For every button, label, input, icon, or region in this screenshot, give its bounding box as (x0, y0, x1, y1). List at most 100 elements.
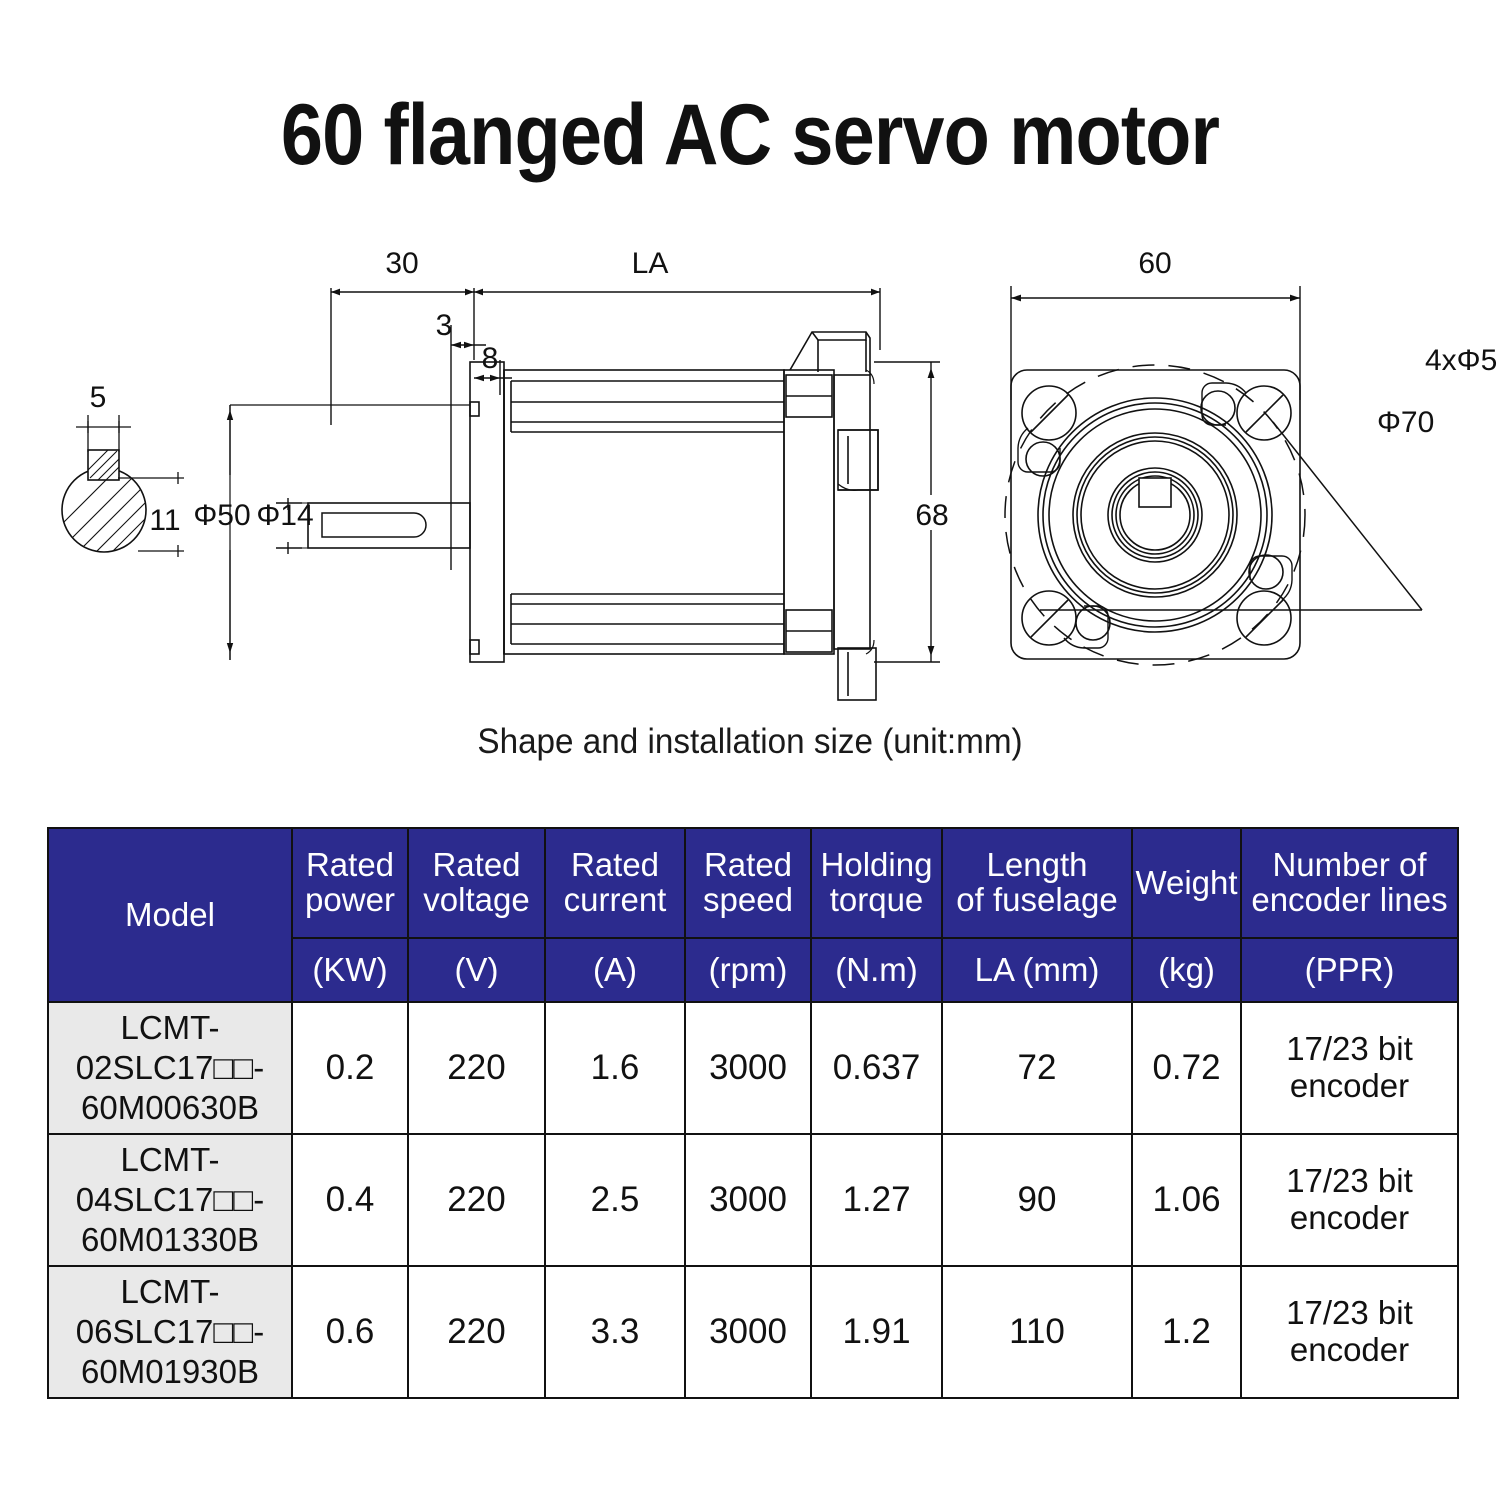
table-row: LCMT- 04SLC17□□- 60M01330B 0.4 220 2.5 3… (47, 1133, 1459, 1267)
leader-4x-phi55 (1040, 421, 1423, 611)
header-holding-torque: Holding torque (810, 827, 943, 939)
unit-weight: (kg) (1131, 937, 1242, 1003)
cell-weight: 1.06 (1131, 1133, 1242, 1267)
header-rated-voltage-line1: Rated (432, 846, 521, 884)
header-holding-torque-line2: torque (829, 881, 924, 918)
encoder-line1: 17/23 bit (1286, 1294, 1413, 1332)
model-line1: LCMT- (120, 1140, 220, 1178)
motor-side-view (307, 331, 879, 701)
unit-rated-voltage: (V) (407, 937, 546, 1003)
header-encoder-lines: Number of encoder lines (1240, 827, 1459, 939)
label-dim-phi70: Φ70 (1377, 406, 1434, 439)
label-dim-phi14: Φ14 (256, 499, 313, 532)
label-dim-68: 68 (915, 499, 948, 532)
drawing-caption: Shape and installation size (unit:mm) (477, 722, 1023, 761)
bolt-circle-phi70 (1004, 364, 1306, 666)
unit-rated-power: (KW) (291, 937, 409, 1003)
header-encoder-line1: Number of (1272, 846, 1427, 884)
header-rated-power-line2: power (305, 881, 395, 918)
unit-encoder-lines: (PPR) (1240, 937, 1459, 1003)
shaft-keyway (1138, 477, 1172, 508)
model-line3: 60M01330B (81, 1221, 259, 1259)
dimension-3 (450, 325, 486, 570)
table-row: LCMT- 02SLC17□□- 60M00630B 0.2 220 1.6 3… (47, 1001, 1459, 1135)
header-rated-voltage-line2: voltage (423, 881, 530, 918)
model-line1: LCMT- (120, 1008, 220, 1046)
shaft-key-section (61, 415, 184, 557)
spec-table-container: Model Rated power Rated voltage Rated cu… (47, 827, 1459, 1399)
header-row-units: (KW) (V) (A) (rpm) (N.m) LA (mm) (kg) (P… (48, 937, 1459, 1003)
dimension-68 (874, 361, 940, 663)
model-line2: 04SLC17□□- (75, 1180, 265, 1218)
encoder-line2: encoder (1289, 1067, 1410, 1104)
page-title: 60 flanged AC servo motor (280, 87, 1220, 183)
table-row: LCMT- 06SLC17□□- 60M01930B 0.6 220 3.3 3… (47, 1265, 1459, 1399)
cell-rated-voltage: 220 (407, 1265, 546, 1399)
label-dim-phi50: Φ50 (193, 499, 250, 532)
technical-drawing: 30 LA 3 8 5 11 Φ50 Φ14 68 60 4xΦ5.5 Φ70 (0, 210, 1500, 720)
header-rated-speed-line2: speed (703, 881, 793, 918)
model-line1: LCMT- (120, 1272, 220, 1310)
unit-holding-torque: (N.m) (810, 937, 943, 1003)
cell-holding-torque: 1.27 (810, 1133, 943, 1267)
cell-rated-speed: 3000 (684, 1001, 812, 1135)
model-line3: 60M01930B (81, 1353, 259, 1391)
cell-holding-torque: 1.91 (810, 1265, 943, 1399)
header-rated-power-line1: Rated (305, 846, 395, 884)
header-rated-current-line1: Rated (570, 846, 660, 884)
cell-encoder-lines: 17/23 bit encoder (1240, 1265, 1459, 1399)
dimension-8 (474, 360, 512, 395)
label-dim-30: 30 (385, 247, 418, 280)
header-length-line2: of fuselage (956, 881, 1118, 918)
header-length-line1: Length (986, 846, 1088, 884)
encoder-line2: encoder (1289, 1199, 1410, 1236)
model-line2: 02SLC17□□- (75, 1048, 265, 1086)
mounting-holes (1017, 382, 1293, 649)
cell-rated-power: 0.6 (291, 1265, 409, 1399)
cell-encoder-lines: 17/23 bit encoder (1240, 1001, 1459, 1135)
dimension-30 (330, 288, 475, 425)
cell-model: LCMT- 06SLC17□□- 60M01930B (47, 1265, 293, 1399)
flange-square (1010, 369, 1301, 660)
header-rated-speed: Rated speed (684, 827, 812, 939)
cell-rated-current: 2.5 (544, 1133, 686, 1267)
spec-table: Model Rated power Rated voltage Rated cu… (47, 827, 1459, 1399)
cell-holding-torque: 0.637 (810, 1001, 943, 1135)
cell-rated-current: 3.3 (544, 1265, 686, 1399)
cell-length-of-fuselage: 90 (941, 1133, 1133, 1267)
cell-rated-current: 1.6 (544, 1001, 686, 1135)
header-row-names: Model Rated power Rated voltage Rated cu… (47, 827, 1459, 1003)
unit-rated-speed: (rpm) (684, 937, 812, 1003)
label-dim-4x-phi55: 4xΦ5.5 (1425, 344, 1500, 377)
cell-rated-voltage: 220 (407, 1133, 546, 1267)
header-weight: Weight (1131, 827, 1242, 939)
cell-rated-power: 0.4 (291, 1133, 409, 1267)
unit-length-of-fuselage: LA (mm) (941, 937, 1133, 1003)
encoder-line2: encoder (1289, 1331, 1410, 1368)
header-rated-power: Rated power (291, 827, 409, 939)
model-line2: 06SLC17□□- (75, 1312, 265, 1350)
label-dim-60: 60 (1138, 247, 1171, 280)
header-rated-voltage: Rated voltage (407, 827, 546, 939)
pilot-boss-circles (1037, 397, 1273, 633)
dimension-60 (1010, 286, 1301, 400)
header-weight-line1: Weight (1135, 863, 1238, 901)
label-dim-5: 5 (90, 381, 107, 414)
cell-rated-speed: 3000 (684, 1133, 812, 1267)
header-model: Model (47, 827, 293, 1003)
header-rated-current-line2: current (563, 881, 667, 918)
encoder-line1: 17/23 bit (1286, 1162, 1413, 1200)
cell-rated-speed: 3000 (684, 1265, 812, 1399)
cell-weight: 0.72 (1131, 1001, 1242, 1135)
table-header: Model Rated power Rated voltage Rated cu… (47, 827, 1459, 1003)
table-body: LCMT- 02SLC17□□- 60M00630B 0.2 220 1.6 3… (47, 1001, 1459, 1399)
cell-weight: 1.2 (1131, 1265, 1242, 1399)
header-length-of-fuselage: Length of fuselage (941, 827, 1133, 939)
unit-rated-current: (A) (544, 937, 686, 1003)
cell-rated-power: 0.2 (291, 1001, 409, 1135)
cell-encoder-lines: 17/23 bit encoder (1240, 1133, 1459, 1267)
label-dim-LA: LA (632, 247, 669, 280)
dimension-LA (474, 288, 881, 350)
model-line3: 60M00630B (81, 1089, 259, 1127)
cell-length-of-fuselage: 72 (941, 1001, 1133, 1135)
